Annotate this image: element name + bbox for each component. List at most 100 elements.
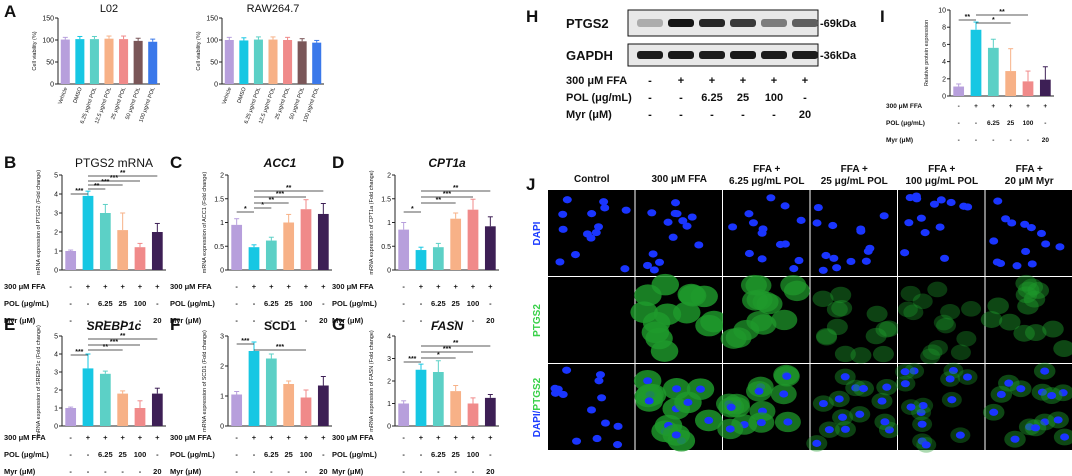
treatment-value: - (270, 316, 273, 325)
treatment-value: + (269, 282, 274, 291)
y-tick-label: 0 (220, 424, 224, 431)
treatment-label: 300 μM FFA (170, 282, 212, 291)
micro-column-label: 6.25 μg/mL POL (729, 176, 804, 187)
ptgs2-signal (866, 305, 888, 323)
treatment-label: POL (μg/mL) (332, 299, 377, 308)
micro-column-label: 20 μM Myr (1005, 176, 1054, 187)
y-tick-label: 50 (46, 60, 54, 67)
treatment-value: 25 (118, 299, 126, 308)
chart-title: CPT1a (428, 156, 466, 170)
micro-image (985, 277, 1072, 363)
sig-label: *** (276, 191, 284, 198)
micro-column-label: FFA + (753, 164, 780, 175)
blot-band (668, 19, 694, 27)
bar (484, 226, 496, 270)
y-tick-label: 4 (387, 334, 391, 341)
y-tick-label: 1 (387, 220, 391, 227)
nucleus (989, 408, 999, 416)
y-tick-label: 2 (54, 388, 58, 395)
y-tick-label: 5 (54, 334, 58, 341)
panel-letter: B (4, 153, 16, 172)
treatment-value: - (648, 92, 652, 104)
nucleus (744, 249, 754, 258)
ptgs2-signal (1025, 324, 1047, 341)
treatment-label: POL (μg/mL) (170, 450, 215, 459)
y-axis-label: Relative protein expression (924, 20, 930, 86)
treatment-value: 6.25 (987, 120, 1000, 127)
treatment-value: + (155, 433, 160, 442)
x-tick-label: 25 μg/ml POL (110, 87, 127, 121)
y-axis-label: Cell viability (%) (32, 31, 38, 70)
sig-label: ** (965, 14, 971, 21)
nucleus (1012, 262, 1022, 270)
x-tick-label: Vehicle (221, 87, 233, 106)
x-tick-label: Vehicle (57, 87, 69, 106)
nucleus (748, 219, 758, 227)
nucleus (672, 385, 682, 393)
blot-band (792, 19, 818, 27)
bar (300, 209, 312, 270)
treatment-value: - (87, 467, 90, 476)
ptgs2-signal (897, 301, 918, 318)
nucleus (572, 437, 582, 445)
nucleus (620, 265, 630, 273)
chart-title: PTGS2 mRNA (75, 156, 153, 170)
nucleus (643, 377, 653, 385)
treatment-value: 6.25 (431, 299, 446, 308)
bar (65, 251, 77, 270)
treatment-value: - (139, 467, 142, 476)
nucleus (758, 225, 768, 233)
y-tick-label: 0 (54, 268, 58, 275)
nucleus (553, 385, 563, 393)
sig-label: ** (94, 183, 100, 190)
bar (99, 373, 111, 426)
y-tick-label: 2 (387, 379, 391, 386)
ptgs2-signal (695, 314, 723, 337)
nucleus (780, 202, 790, 210)
treatment-label: 300 μM FFA (4, 282, 46, 291)
bar (953, 86, 965, 96)
bar (134, 247, 146, 270)
nucleus (783, 418, 793, 426)
treatment-value: - (772, 109, 776, 121)
treatment-value: - (975, 120, 977, 127)
sig-label: * (992, 17, 995, 24)
treatment-value: + (678, 75, 684, 87)
ptgs2-signal (920, 348, 941, 365)
micro-column-label: FFA + (1016, 164, 1043, 175)
y-tick-label: 1 (220, 394, 224, 401)
chart-G: FASN 0 1 2 3 4 mRNA expression of FASN (Fold c… (332, 319, 499, 476)
treatment-value: + (304, 282, 309, 291)
nucleus (1010, 435, 1020, 443)
y-tick-label: 0 (387, 268, 391, 275)
nucleus (754, 387, 764, 395)
treatment-value: + (1026, 103, 1030, 110)
micro-column-label: 100 μg/mL POL (905, 176, 978, 187)
micro-image (898, 277, 985, 363)
treatment-value: + (453, 433, 458, 442)
scale-bar-label: 100 μm (1037, 465, 1065, 474)
sig-label: *** (110, 339, 118, 346)
x-tick-label: DMSO (72, 86, 84, 104)
treatment-value: + (974, 103, 978, 110)
nucleus (644, 397, 654, 405)
panel-letter: I (880, 7, 885, 26)
bar (300, 397, 312, 426)
nucleus (840, 425, 850, 433)
nucleus (678, 217, 688, 225)
treatment-value: - (472, 467, 475, 476)
bar (398, 229, 410, 270)
nucleus (594, 223, 604, 231)
nucleus (1040, 367, 1050, 375)
sig-label: *** (75, 188, 83, 195)
nucleus (597, 394, 607, 402)
treatment-value: 6.25 (264, 450, 279, 459)
y-tick-label: 2 (220, 173, 224, 180)
treatment-value: + (419, 433, 424, 442)
sig-label: ** (269, 197, 275, 204)
y-tick-label: 0 (54, 424, 58, 431)
treatment-value: - (454, 467, 457, 476)
blot-band (668, 51, 694, 59)
treatment-label: POL (μg/mL) (4, 299, 49, 308)
